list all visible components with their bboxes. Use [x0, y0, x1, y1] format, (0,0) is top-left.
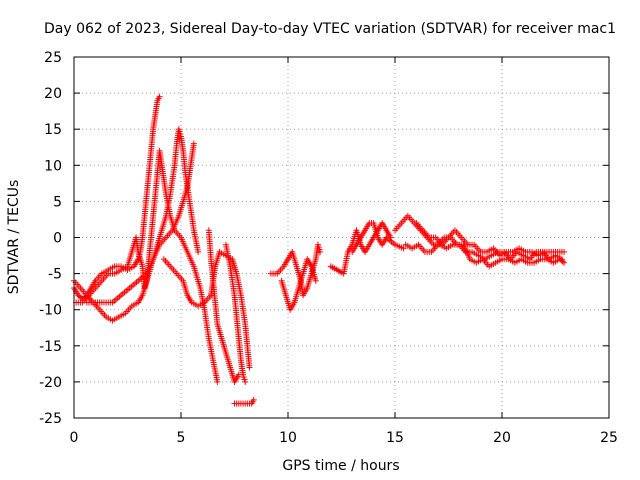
data-point-track-g [242, 378, 249, 385]
x-tick-label: 15 [386, 430, 404, 446]
y-tick-label: -20 [39, 375, 62, 391]
data-point-track-h [250, 396, 257, 403]
y-tick-label: 5 [53, 194, 62, 210]
x-tick-label: 10 [279, 430, 297, 446]
y-tick-label: -25 [39, 411, 62, 427]
data-point-track-n [561, 259, 568, 266]
grid [74, 57, 609, 418]
y-tick-label: 20 [44, 86, 62, 102]
plot-frame [73, 56, 610, 419]
data-point-track-c [195, 248, 202, 255]
y-tick-label: -10 [39, 303, 62, 319]
data-point-track-n [559, 258, 566, 265]
x-tick-label: 20 [493, 430, 511, 446]
chart-title: Day 062 of 2023, Sidereal Day-to-day VTE… [44, 21, 616, 37]
data-point-track-o [561, 248, 568, 255]
x-tick-label: 25 [600, 430, 618, 446]
data-point-track-a [214, 378, 221, 385]
data-point-track-i [317, 248, 324, 255]
x-tick-labels: 0 5 10 15 20 25 [70, 430, 618, 446]
y-tick-label: 15 [44, 122, 62, 138]
y-tick-label: 0 [53, 231, 62, 247]
data-point-track-b [156, 93, 163, 100]
data-point-track-e [246, 364, 253, 371]
y-axis-label: SDTVAR / TECUs [6, 180, 22, 295]
y-tick-labels: 25 20 15 10 5 0 -5 -10 -15 -20 -25 [39, 50, 62, 427]
x-tick-label: 0 [70, 430, 79, 446]
data-point-track-l [400, 245, 407, 252]
x-axis-label: GPS time / hours [282, 458, 399, 474]
y-tick-label: -15 [39, 339, 62, 355]
data-point-track-d [190, 140, 197, 147]
y-tick-label: -5 [48, 267, 62, 283]
y-tick-label: 10 [44, 158, 62, 174]
x-tick-label: 5 [177, 430, 186, 446]
y-tick-label: 25 [44, 50, 62, 66]
data-points [71, 93, 568, 407]
data-point-track-j [312, 277, 319, 284]
